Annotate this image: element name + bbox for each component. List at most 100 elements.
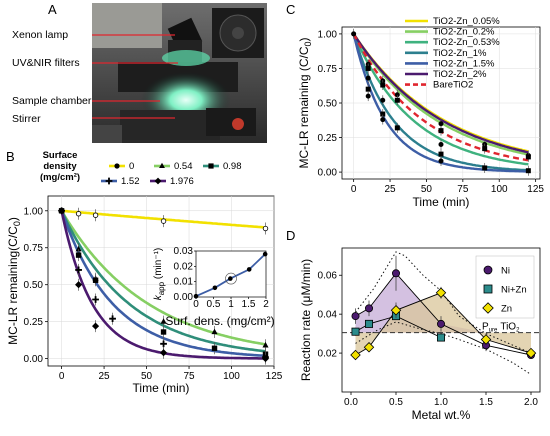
legend-label-c-5: TiO2-Zn_2% xyxy=(433,69,487,80)
inset-highlight-ring xyxy=(225,272,237,285)
inset-x-tick-label: 0.5 xyxy=(207,299,221,310)
panel-b-point xyxy=(109,315,116,323)
panel-c-point xyxy=(438,121,444,127)
panel-b-x-tick-label: 125 xyxy=(266,371,283,382)
inset-y-axis-label: kapp (min⁻¹) xyxy=(153,248,166,301)
inset-x-tick-label: 0 xyxy=(193,299,199,310)
panel-b-y-axis-label-sub: 0 xyxy=(12,221,22,226)
panel-b-point xyxy=(92,212,99,218)
legend-label-c-2: TiO2-Zn_0.53% xyxy=(433,37,500,48)
panel-c-point xyxy=(525,168,531,174)
panel-c-point xyxy=(482,165,488,171)
envelope-upper xyxy=(355,251,532,354)
panel-b-point xyxy=(159,349,168,357)
panel-label-b: B xyxy=(6,149,15,164)
legend-label-c-6: BareTiO2 xyxy=(433,80,473,91)
legend-label-d-0: Ni xyxy=(501,266,510,277)
panel-b-point xyxy=(262,341,269,348)
inset-y-axis-label-main: k xyxy=(153,294,164,300)
panel-c-y-tick-label: 0.75 xyxy=(318,64,338,75)
panel-d-y-tick-label: 0.06 xyxy=(318,271,338,282)
panel-b-point xyxy=(261,355,270,363)
panel-label-a: A xyxy=(48,2,57,17)
panel-c-point xyxy=(365,93,371,99)
panel-d-legend: Ni Ni+Zn Zn xyxy=(475,255,535,319)
panel-d-point-circle xyxy=(436,319,445,328)
panel-b-y-tick-label: 0.75 xyxy=(24,243,44,254)
panel-b-x-tick-label: 50 xyxy=(141,371,153,382)
panel-b-y-axis-label-main: MC-LR remaining(C/C xyxy=(6,226,20,345)
inset-point xyxy=(212,285,218,291)
legend-title-line-2: density xyxy=(43,161,77,172)
panel-d: D 0.020.040.060.0 0.5 1.0 1.5 2.0 NiNi+ZnZn … xyxy=(286,228,541,422)
panel-c-legend: TiO2-Zn_0.05%TiO2-Zn_0.2%TiO2-Zn_0.53%Ti… xyxy=(405,16,500,91)
panel-c-x-tick-label: 100 xyxy=(491,184,508,195)
panel-c-x-tick-label: 75 xyxy=(457,184,469,195)
panel-b-point xyxy=(160,218,167,224)
panel-b-y-axis-label-close: ) xyxy=(6,217,20,221)
panel-b-y-axis-label: MC-LR remaining(C/C0) xyxy=(6,217,22,345)
photo-label-stirrer: Stirrer xyxy=(12,113,41,125)
panel-b-inset: 0 0.5 1 1.5 2 0.00 0.01 0.02 0.03 Surf. dens. (m… xyxy=(153,246,275,328)
legend-marker-d-0 xyxy=(483,265,493,275)
panel-c-point xyxy=(380,82,386,88)
reference-label-tio-sub: 2 xyxy=(516,328,520,334)
panel-c-point xyxy=(351,31,357,37)
inset-y-tick-label: 0.00 xyxy=(174,292,194,303)
legend-marker-b-0 xyxy=(114,163,120,169)
panel-b-point xyxy=(75,211,82,217)
panel-b-y-tick-label: 0.25 xyxy=(24,317,44,328)
panel-d-point-diamond xyxy=(525,347,537,359)
legend-marker-b-4 xyxy=(154,177,162,185)
reference-label-p-sub: ure xyxy=(489,328,498,334)
legend-marker-b-2 xyxy=(208,163,214,169)
inset-y-axis-label-sub: app xyxy=(157,281,166,295)
panel-c-point xyxy=(380,97,386,103)
panel-d-point-diamond xyxy=(480,334,492,345)
panel-d-point-circle xyxy=(364,304,373,313)
apparatus-photo xyxy=(92,3,267,143)
panel-c-point xyxy=(525,154,531,160)
panel-b-y-tick-label: 1.00 xyxy=(24,206,44,217)
inset-y-tick-label: 0.02 xyxy=(174,261,194,272)
panel-d-x-tick-label: 1.0 xyxy=(434,397,448,408)
panel-d-point-square xyxy=(364,319,373,328)
panel-label-c: C xyxy=(286,2,295,17)
panel-b-point xyxy=(75,252,82,258)
panel-d-y-axis-label: Reaction rate (μM/min) xyxy=(299,259,313,381)
panel-c-point xyxy=(438,141,444,147)
legend-label-c-0: TiO2-Zn_0.05% xyxy=(433,16,500,27)
panel-c-x-tick-label: 0 xyxy=(351,184,357,195)
panel-c-point xyxy=(365,75,371,81)
inset-y-axis-label-unit: (min⁻¹) xyxy=(153,248,164,282)
legend-marker-b-3 xyxy=(105,177,113,185)
inset-plot-area xyxy=(195,250,267,298)
inset-point xyxy=(228,276,233,281)
panel-b-point xyxy=(211,328,218,335)
panel-c-x-tick-label: 50 xyxy=(421,184,433,195)
panel-c-point xyxy=(365,86,371,92)
panel-b-point xyxy=(75,281,83,289)
panel-c-point xyxy=(438,151,444,157)
panel-c-point xyxy=(394,97,400,103)
panel-b-point xyxy=(211,345,218,351)
panel-b-point xyxy=(75,266,82,274)
panel-label-d: D xyxy=(286,228,295,243)
inset-y-tick-label: 0.01 xyxy=(174,277,194,288)
panel-c-point xyxy=(438,128,444,134)
panel-c-x-tick-label: 125 xyxy=(527,184,544,195)
legend-marker-d-1 xyxy=(483,284,493,294)
panel-d-x-tick-label: 1.5 xyxy=(479,397,493,408)
legend-label-b-3: 1.52 xyxy=(121,176,140,187)
legend-label-b-0: 0 xyxy=(129,161,134,172)
panel-b: B Surface density (mg/cm²) 0 0.54 0.981.52… xyxy=(6,149,283,395)
panel-c-y-tick-label: 1.00 xyxy=(318,29,338,40)
panel-b-point xyxy=(160,340,167,348)
panel-d-x-tick-label: 0.0 xyxy=(344,397,358,408)
legend-marker-b-1 xyxy=(159,162,165,169)
reference-label-p: P xyxy=(482,322,489,333)
reference-label-tio: TiO xyxy=(500,322,516,333)
panel-d-point-diamond xyxy=(350,349,361,361)
panel-c-y-tick-label: 0.50 xyxy=(318,99,338,110)
